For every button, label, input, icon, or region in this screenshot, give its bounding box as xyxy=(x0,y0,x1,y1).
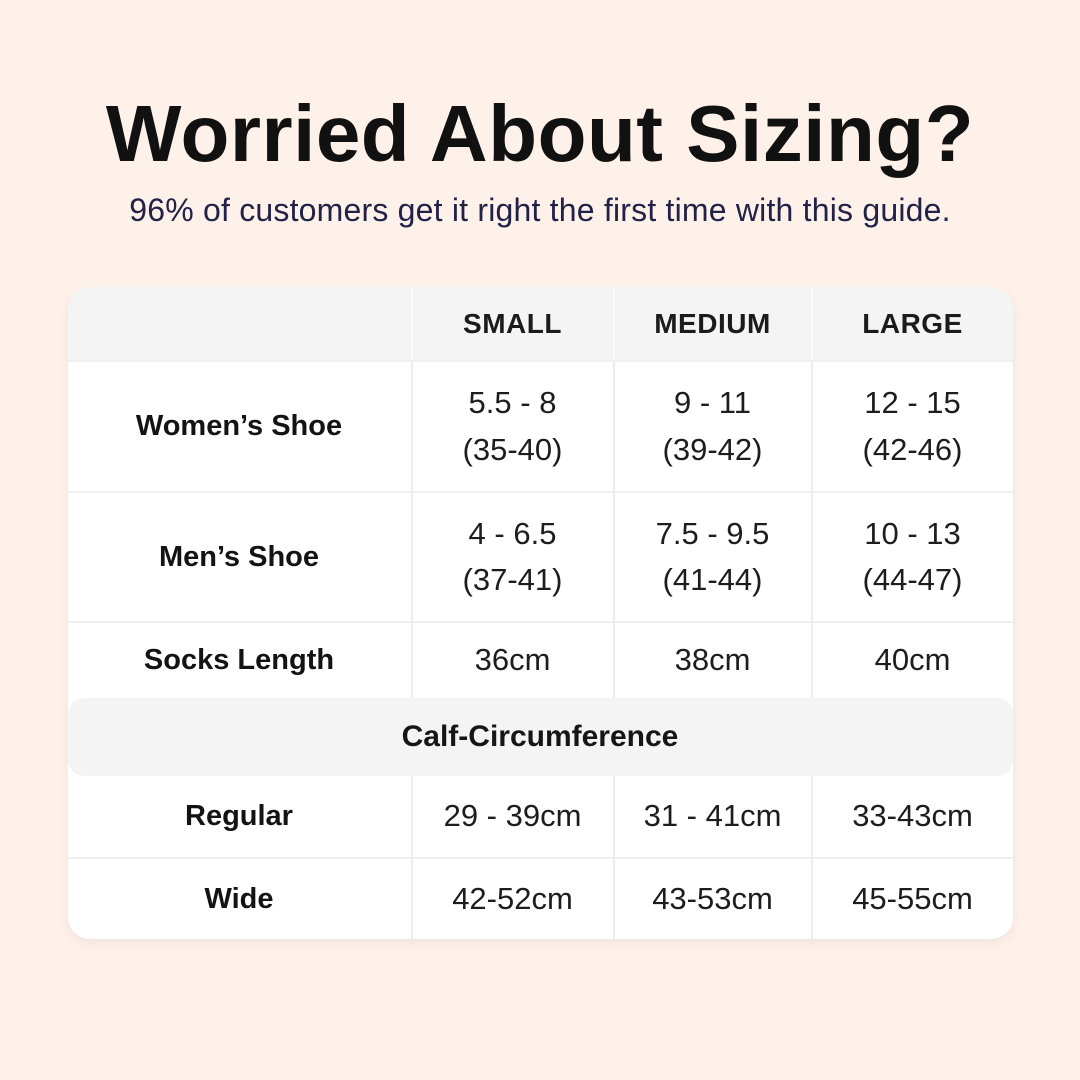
mens-shoe-small-cell: 4 - 6.5 (37-41) xyxy=(410,493,613,621)
row-label-socks-length: Socks Length xyxy=(143,644,335,676)
us-size-range: 4 - 6.5 xyxy=(468,515,557,551)
header-empty-cell xyxy=(68,287,411,360)
womens-shoe-medium-cell: 9 - 11 (39-42) xyxy=(612,362,811,491)
us-size-range: 7.5 - 9.5 xyxy=(655,515,770,551)
eu-size-range: (39-42) xyxy=(662,431,763,467)
socks-length-large-cell: 40cm xyxy=(810,623,1013,698)
section-header-calf-circumference: Calf-Circumference xyxy=(67,698,1013,776)
womens-shoe-small-cell: 5.5 - 8 (35-40) xyxy=(410,362,613,491)
us-size-range: 5.5 - 8 xyxy=(468,385,557,420)
wide-calf-large-cell: 45-55cm xyxy=(810,859,1013,939)
eu-size-range: (44-47) xyxy=(862,562,963,597)
column-header-large: LARGE xyxy=(810,287,1013,360)
table-row-socks-length: Socks Length 36cm 38cm 40cm xyxy=(67,621,1013,698)
us-size-range: 9 - 11 xyxy=(674,385,751,420)
size-chart-header-row: SMALL MEDIUM LARGE xyxy=(67,287,1013,360)
socks-length-medium-cell: 38cm xyxy=(612,623,811,698)
eu-size-range: (41-44) xyxy=(662,562,763,597)
regular-calf-large-cell: 33-43cm xyxy=(810,776,1013,857)
row-label-mens-shoe: Men’s Shoe xyxy=(158,540,320,573)
page-title: Worried About Sizing? xyxy=(105,89,975,178)
column-header-small: SMALL xyxy=(410,287,613,360)
size-chart-card: SMALL MEDIUM LARGE Women’s Shoe 5.5 - 8 … xyxy=(67,287,1013,939)
us-size-range: 10 - 13 xyxy=(864,515,961,551)
row-label-womens-shoe: Women’s Shoe xyxy=(135,410,343,442)
regular-calf-small-cell: 29 - 39cm xyxy=(410,776,613,857)
row-label-regular: Regular xyxy=(185,800,293,832)
column-header-medium: MEDIUM xyxy=(612,287,811,360)
womens-shoe-large-cell: 12 - 15 (42-46) xyxy=(810,362,1013,491)
mens-shoe-large-cell: 10 - 13 (44-47) xyxy=(810,493,1013,621)
regular-calf-medium-cell: 31 - 41cm xyxy=(612,776,811,857)
socks-length-small-cell: 36cm xyxy=(410,623,613,698)
mens-shoe-medium-cell: 7.5 - 9.5 (41-44) xyxy=(612,493,811,621)
eu-size-range: (35-40) xyxy=(462,431,563,467)
page-subtitle: 96% of customers get it right the first … xyxy=(129,192,951,228)
eu-size-range: (42-46) xyxy=(862,431,963,467)
eu-size-range: (37-41) xyxy=(462,562,563,597)
wide-calf-medium-cell: 43-53cm xyxy=(612,859,811,939)
wide-calf-small-cell: 42-52cm xyxy=(410,859,613,939)
table-row-womens-shoe: Women’s Shoe 5.5 - 8 (35-40) 9 - 11 (39-… xyxy=(67,360,1013,491)
table-row-mens-shoe: Men’s Shoe 4 - 6.5 (37-41) 7.5 - 9.5 (41… xyxy=(67,491,1013,621)
table-row-regular-calf: Regular 29 - 39cm 31 - 41cm 33-43cm xyxy=(68,776,1013,857)
hero-section: Worried About Sizing? 96% of customers g… xyxy=(0,0,1080,229)
row-label-wide: Wide xyxy=(204,882,274,915)
table-row-wide-calf: Wide 42-52cm 43-53cm 45-55cm xyxy=(67,857,1013,939)
us-size-range: 12 - 15 xyxy=(864,385,961,420)
